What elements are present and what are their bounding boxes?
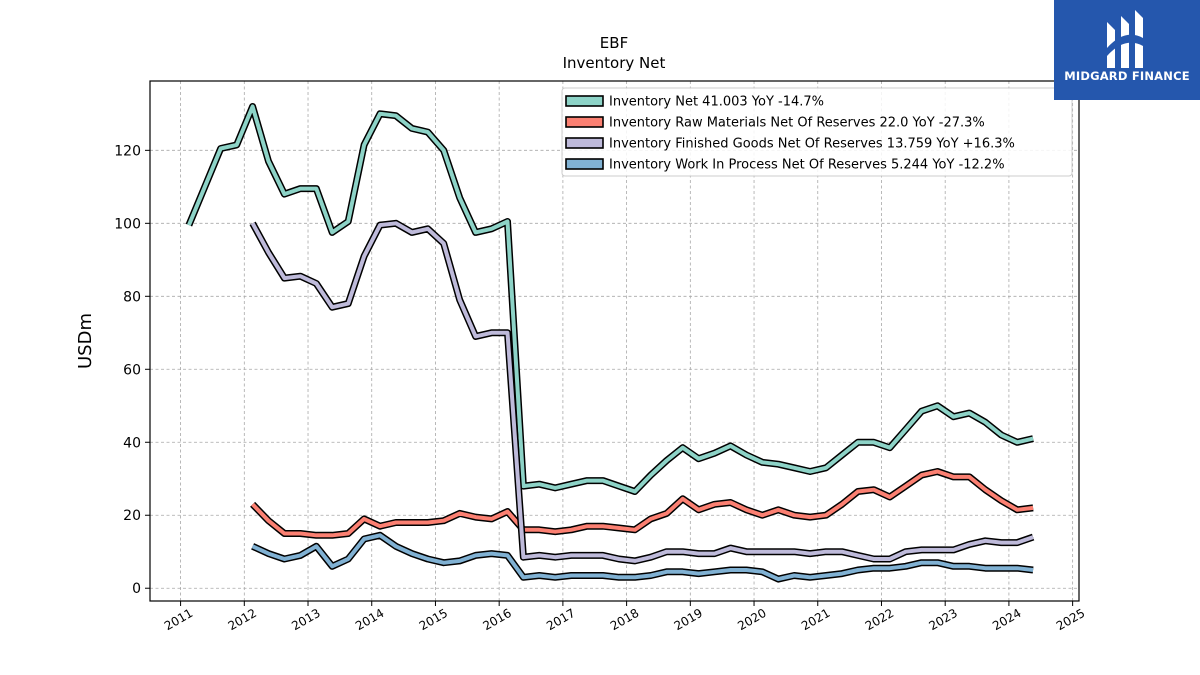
x-tick-label: 2023 [926,606,959,633]
x-tick-label: 2019 [672,606,705,633]
series-line-4 [251,533,1034,582]
series-line-3 [250,221,1034,563]
y-tick-label: 60 [123,362,141,378]
x-tick-label: 2011 [162,606,195,633]
x-tick-label: 2012 [226,606,259,633]
x-tick-label: 2015 [417,606,450,633]
x-tick-label: 2021 [799,606,832,633]
x-tick-label: 2020 [735,606,768,633]
chart-title: EBF [600,34,628,52]
legend-swatch [565,137,604,149]
series-line-outline-3 [249,219,1035,565]
plot-frame [149,80,1080,602]
y-axis-label: USDm [75,313,96,369]
x-tick-label: 2024 [990,606,1023,633]
x-tick-label: 2013 [289,606,322,633]
y-tick-label: 80 [123,289,141,305]
x-tick-label: 2022 [863,606,896,633]
x-tick-label: 2017 [544,606,577,633]
x-tick-label: 2014 [353,606,386,633]
y-tick-label: 20 [123,508,141,524]
series-line-2 [251,469,1034,538]
legend: Inventory Net 41.003 YoY -14.7% Inventory… [561,87,1073,177]
legend-entry-1: Inventory Net 41.003 YoY -14.7% [609,95,824,110]
logo: MIDGARD FINANCE [1054,0,1200,100]
legend-swatch [565,116,604,128]
logo-text: MIDGARD FINANCE [1064,69,1190,83]
y-tick-label: 0 [132,581,141,597]
logo-mark-icon [1107,10,1143,68]
legend-entry-4: Inventory Work In Process Net Of Reserve… [609,158,1005,173]
chart-subtitle: Inventory Net [563,54,666,72]
axis-ticks: 0 20 40 60 80 100 120 2011 2012 2013 2014 2015 2016 2… [114,143,1087,633]
legend-box [561,87,1073,177]
series-lines [185,103,1035,583]
x-tick-label: 2018 [608,606,641,633]
series-line-1 [187,104,1034,494]
y-tick-label: 120 [114,143,141,159]
x-tick-label: 2025 [1054,606,1087,633]
y-tick-label: 100 [114,216,141,232]
y-tick-label: 40 [123,435,141,451]
legend-swatch [565,95,604,107]
legend-entry-3: Inventory Finished Goods Net Of Reserves… [609,137,1015,152]
legend-swatch [565,158,604,170]
legend-entry-2: Inventory Raw Materials Net Of Reserves … [609,116,985,131]
x-tick-label: 2016 [480,606,513,633]
